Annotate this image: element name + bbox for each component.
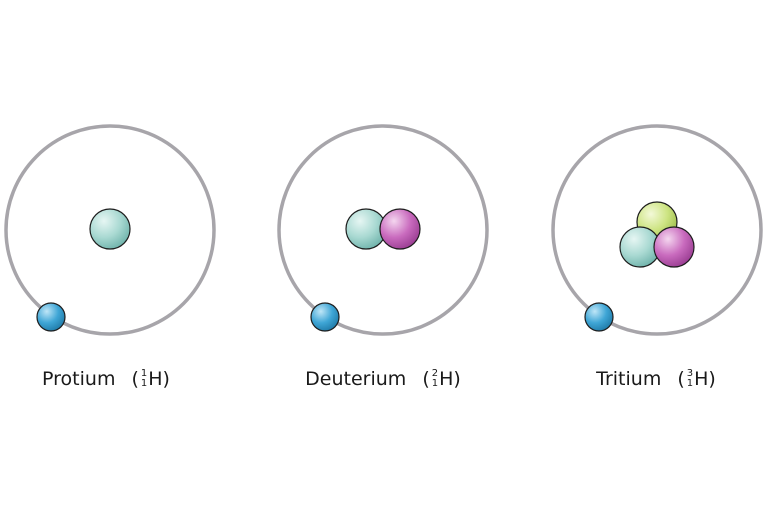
mass-number: 3 <box>686 368 694 379</box>
isotope-name: Tritium <box>596 368 662 390</box>
mass-number: 1 <box>140 368 148 379</box>
orbit-ring <box>277 124 489 336</box>
electron-particle <box>36 302 66 332</box>
atomic-number: 1 <box>140 378 148 389</box>
label-deuterium: Deuterium ( 2 1 H ) <box>305 364 461 394</box>
element-symbol: H <box>694 368 709 390</box>
atomic-number: 1 <box>686 378 694 389</box>
proton-particle <box>89 208 131 250</box>
neutron-particle <box>653 226 695 268</box>
element-symbol: H <box>439 368 454 390</box>
isotope-notation: ( 1 1 H ) <box>131 368 170 390</box>
atom-protium <box>4 124 216 336</box>
mass-number: 2 <box>431 368 439 379</box>
label-tritium: Tritium ( 3 1 H ) <box>596 364 716 394</box>
isotope-name: Deuterium <box>305 368 407 390</box>
electron-particle <box>584 302 614 332</box>
isotope-notation: ( 2 1 H ) <box>422 368 461 390</box>
neutron-particle <box>379 208 421 250</box>
electron-particle <box>310 302 340 332</box>
isotope-name: Protium <box>42 368 116 390</box>
orbit-ring <box>551 124 763 336</box>
orbit-ring <box>4 124 216 336</box>
label-protium: Protium ( 1 1 H ) <box>42 364 170 394</box>
atomic-number: 1 <box>431 378 439 389</box>
atom-deuterium <box>277 124 489 336</box>
isotope-notation: ( 3 1 H ) <box>677 368 716 390</box>
atom-tritium <box>551 124 763 336</box>
element-symbol: H <box>148 368 163 390</box>
